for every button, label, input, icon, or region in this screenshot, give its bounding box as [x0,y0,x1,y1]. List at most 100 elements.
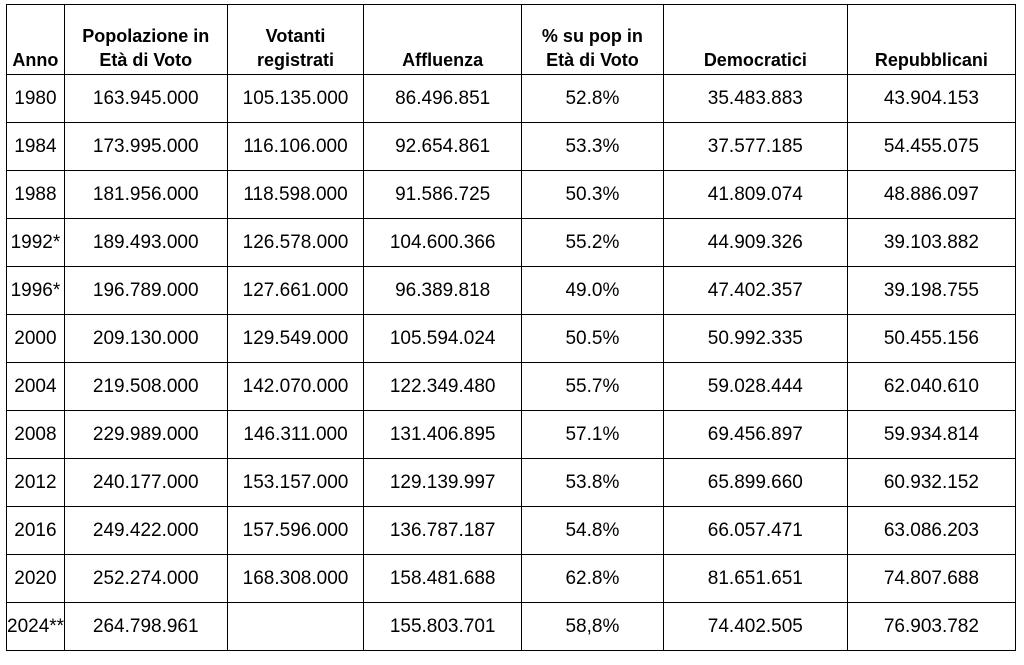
table-row: 2012 240.177.000 153.157.000 129.139.997… [6,458,1017,507]
table-row: 2000 209.130.000 129.549.000 105.594.024… [6,314,1017,363]
header-republicans-line-1: Repubblicani [874,50,988,70]
cell-republicans: 54.455.075 [846,122,1017,171]
election-data-table: Anno Popolazione in Età di Voto Votanti … [6,4,1017,651]
cell-turnout-percent: 49.0% [520,266,664,315]
cell-democrats: 47.402.357 [662,266,848,315]
cell-voting-age-population: 196.789.000 [63,266,228,315]
table-row: 2004 219.508.000 142.070.000 122.349.480… [6,362,1017,411]
cell-republicans: 60.932.152 [846,458,1017,507]
cell-republicans: 39.198.755 [846,266,1017,315]
header-turnout-percent-line-1: % su pop in [541,26,643,46]
cell-republicans: 39.103.882 [846,218,1017,267]
cell-democrats: 69.456.897 [662,410,848,459]
cell-republicans: 43.904.153 [846,74,1017,123]
cell-republicans: 50.455.156 [846,314,1017,363]
cell-turnout: 105.594.024 [363,314,522,363]
cell-democrats: 37.577.185 [662,122,848,171]
cell-turnout: 96.389.818 [363,266,522,315]
cell-republicans: 63.086.203 [846,506,1017,555]
header-year-line-1: Anno [12,50,59,70]
cell-registered-voters: 142.070.000 [226,362,365,411]
cell-voting-age-population: 229.989.000 [63,410,228,459]
table-row: 1992* 189.493.000 126.578.000 104.600.36… [6,218,1017,267]
cell-republicans: 48.886.097 [846,170,1017,219]
cell-turnout: 92.654.861 [363,122,522,171]
cell-republicans: 74.807.688 [846,554,1017,603]
header-democrats: Democratici [662,4,848,75]
header-registered-voters-line-2: registrati [257,50,335,70]
cell-turnout-percent: 57.1% [520,410,664,459]
cell-voting-age-population: 163.945.000 [63,74,228,123]
cell-registered-voters: 126.578.000 [226,218,365,267]
cell-year: 1980 [6,74,65,123]
header-turnout-percent: % su pop in Età di Voto [520,4,664,75]
cell-democrats: 74.402.505 [662,602,848,651]
table-row: 1988 181.956.000 118.598.000 91.586.725 … [6,170,1017,219]
cell-voting-age-population: 219.508.000 [63,362,228,411]
cell-turnout: 129.139.997 [363,458,522,507]
cell-turnout: 158.481.688 [363,554,522,603]
table-row: 1984 173.995.000 116.106.000 92.654.861 … [6,122,1017,171]
cell-voting-age-population: 181.956.000 [63,170,228,219]
cell-voting-age-population: 189.493.000 [63,218,228,267]
cell-year: 1988 [6,170,65,219]
cell-voting-age-population: 252.274.000 [63,554,228,603]
cell-registered-voters: 157.596.000 [226,506,365,555]
cell-registered-voters: 153.157.000 [226,458,365,507]
header-voting-age-population-line-2: Età di Voto [99,50,193,70]
header-republicans: Repubblicani [846,4,1017,75]
cell-registered-voters: 118.598.000 [226,170,365,219]
table-row: 2016 249.422.000 157.596.000 136.787.187… [6,506,1017,555]
cell-registered-voters: 127.661.000 [226,266,365,315]
cell-registered-voters: 129.549.000 [226,314,365,363]
cell-year: 1992* [6,218,65,267]
cell-voting-age-population: 173.995.000 [63,122,228,171]
header-row: Anno Popolazione in Età di Voto Votanti … [6,4,1017,75]
cell-turnout-percent: 55.2% [520,218,664,267]
header-voting-age-population: Popolazione in Età di Voto [63,4,228,75]
header-turnout-percent-line-2: Età di Voto [546,50,639,70]
cell-turnout-percent: 54.8% [520,506,664,555]
cell-year: 2012 [6,458,65,507]
cell-turnout-percent: 55.7% [520,362,664,411]
cell-voting-age-population: 240.177.000 [63,458,228,507]
cell-registered-voters: 168.308.000 [226,554,365,603]
cell-democrats: 81.651.651 [662,554,848,603]
cell-democrats: 44.909.326 [662,218,848,267]
cell-turnout: 86.496.851 [363,74,522,123]
table-row: 2020 252.274.000 168.308.000 158.481.688… [6,554,1017,603]
table-row: 2024** 264.798.961 155.803.701 58,8% 74.… [6,602,1017,651]
cell-voting-age-population: 249.422.000 [63,506,228,555]
table-row: 1996* 196.789.000 127.661.000 96.389.818… [6,266,1017,315]
cell-democrats: 66.057.471 [662,506,848,555]
cell-democrats: 41.809.074 [662,170,848,219]
header-voting-age-population-line-1: Popolazione in [82,26,210,46]
table-row: 2008 229.989.000 146.311.000 131.406.895… [6,410,1017,459]
cell-year: 2004 [6,362,65,411]
cell-voting-age-population: 264.798.961 [63,602,228,651]
cell-registered-voters: 146.311.000 [226,410,365,459]
cell-democrats: 35.483.883 [662,74,848,123]
cell-turnout-percent: 53.8% [520,458,664,507]
table-row: 1980 163.945.000 105.135.000 86.496.851 … [6,74,1017,123]
header-registered-voters: Votanti registrati [226,4,365,75]
cell-year: 2000 [6,314,65,363]
cell-year: 2016 [6,506,65,555]
cell-turnout: 131.406.895 [363,410,522,459]
cell-year: 2008 [6,410,65,459]
cell-year: 2024** [6,602,65,651]
cell-democrats: 59.028.444 [662,362,848,411]
cell-year: 2020 [6,554,65,603]
cell-year: 1996* [6,266,65,315]
cell-turnout-percent: 53.3% [520,122,664,171]
cell-turnout: 155.803.701 [363,602,522,651]
header-turnout: Affluenza [363,4,522,75]
header-registered-voters-line-1: Votanti [265,26,326,46]
cell-republicans: 62.040.610 [846,362,1017,411]
header-year: Anno [6,4,65,75]
header-democrats-line-1: Democratici [703,50,807,70]
header-turnout-line-1: Affluenza [402,50,484,70]
cell-registered-voters [226,602,365,651]
cell-voting-age-population: 209.130.000 [63,314,228,363]
cell-year: 1984 [6,122,65,171]
